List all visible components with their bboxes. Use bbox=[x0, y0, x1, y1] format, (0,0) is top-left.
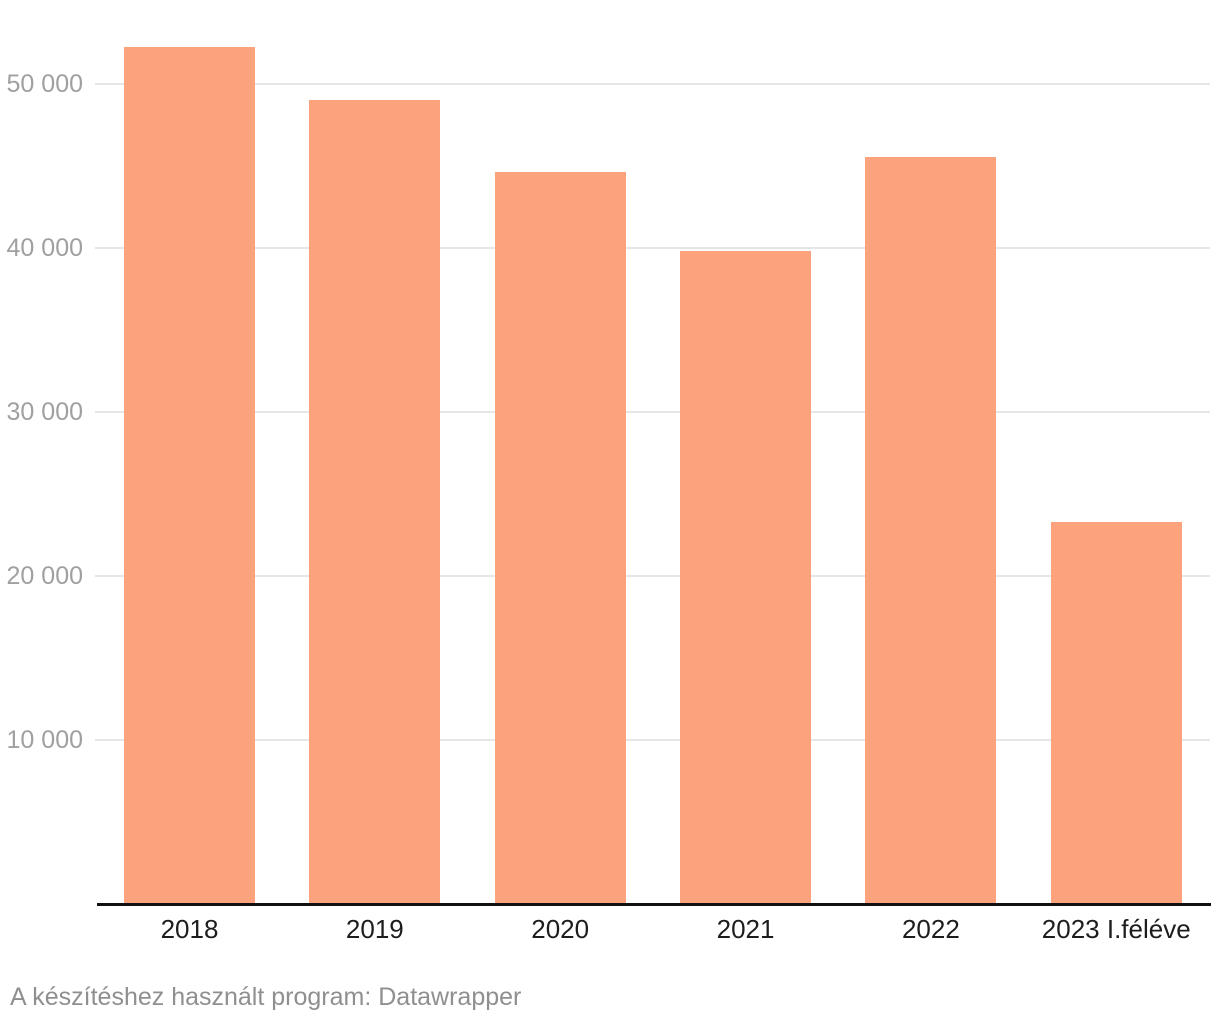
x-tick-label: 2021 bbox=[716, 914, 775, 944]
chart-credit: A készítéshez használt program: Datawrap… bbox=[10, 983, 522, 1011]
gridline bbox=[95, 246, 1210, 249]
gridline bbox=[95, 82, 1210, 85]
x-tick-label: 2019 bbox=[345, 914, 404, 944]
bar-2021 bbox=[680, 250, 812, 905]
y-tick-label: 40 000 bbox=[6, 233, 83, 262]
y-tick-label: 10 000 bbox=[6, 726, 83, 755]
bar-2023 I.féléve bbox=[1050, 521, 1182, 905]
gridline bbox=[95, 575, 1210, 578]
x-tick-label: 2022 bbox=[901, 914, 960, 944]
plot-area: 10 000 20 000 30 000 40 000 50 000 2018 2019 20… bbox=[6, 47, 1211, 944]
bar-2019 bbox=[309, 99, 441, 905]
gridline bbox=[95, 739, 1210, 742]
gridline bbox=[95, 410, 1210, 413]
x-tick-label: 2018 bbox=[160, 914, 219, 944]
y-tick-label: 50 000 bbox=[6, 69, 83, 98]
x-tick-label: 2020 bbox=[531, 914, 590, 944]
x-axis-line bbox=[97, 903, 1211, 906]
bar-2018 bbox=[124, 47, 255, 905]
x-tick-label: 2023 I.féléve bbox=[1041, 914, 1191, 944]
bar-2022 bbox=[865, 157, 997, 905]
y-tick-label: 30 000 bbox=[6, 397, 83, 426]
y-tick-label: 20 000 bbox=[6, 562, 83, 591]
bar-2020 bbox=[494, 172, 626, 905]
